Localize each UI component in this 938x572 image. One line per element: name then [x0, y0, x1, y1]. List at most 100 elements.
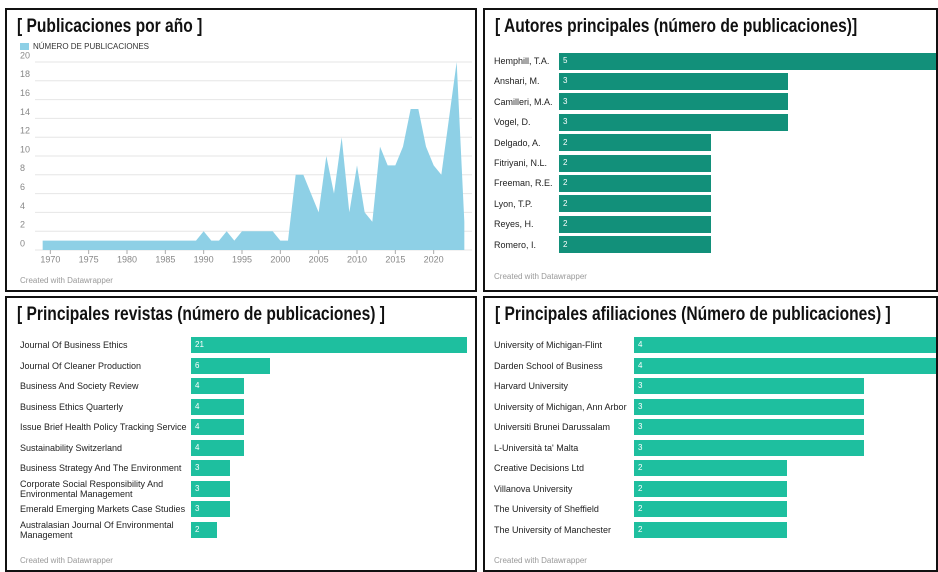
row-label: Universiti Brunei Darussalam	[494, 422, 611, 432]
x-tick-label: 1970	[40, 254, 60, 264]
bar-value: 4	[195, 401, 200, 411]
legend-label: NÚMERO DE PUBLICACIONES	[33, 42, 149, 51]
y-tick-label: 18	[20, 69, 30, 79]
y-tick-label: 10	[20, 144, 30, 154]
bar-value: 2	[563, 178, 568, 188]
bar-value: 5	[563, 56, 568, 65]
bar	[634, 501, 787, 517]
bar-value: 3	[195, 483, 200, 493]
row-label: University of Michigan, Ann Arbor	[494, 401, 627, 412]
bar-value: 3	[195, 463, 200, 472]
bar-value: 2	[563, 158, 568, 167]
bar	[634, 521, 787, 538]
row-label: L-Università ta' Malta	[494, 442, 579, 453]
x-tick-label: 2020	[424, 254, 444, 264]
x-tick-label: 1980	[117, 254, 137, 264]
y-tick-label: 6	[20, 182, 25, 192]
bar	[191, 521, 218, 538]
x-tick-label: 2010	[347, 254, 367, 264]
bar-value: 3	[563, 96, 568, 106]
bar	[634, 378, 864, 394]
bar	[559, 154, 712, 172]
bar	[559, 174, 712, 192]
bar-value: 4	[195, 422, 200, 431]
bar	[559, 113, 788, 131]
row-label: Darden School of Business	[494, 360, 603, 371]
chart-footer: Created with Datawrapper	[20, 556, 113, 565]
bar-value: 3	[195, 504, 200, 513]
x-tick-label: 1985	[155, 254, 175, 264]
row-label: Romero, I.	[494, 239, 537, 250]
bar-value: 3	[563, 117, 568, 127]
row-label: Business Strategy And The Environment	[20, 463, 182, 473]
row-label: Hemphill, T.A.	[494, 56, 550, 66]
bar	[191, 439, 244, 456]
area	[42, 62, 465, 250]
y-tick-label: 16	[20, 88, 30, 98]
row-label: Australasian Journal Of Environmental Ma…	[20, 519, 174, 540]
chart-title: [ Publicaciones por año ]	[17, 16, 203, 37]
bar-value: 2	[638, 504, 643, 513]
row-label: Emerald Emerging Markets Case Studies	[20, 504, 186, 514]
y-tick-label: 0	[20, 238, 25, 248]
row-label: The University of Sheffield	[494, 504, 599, 514]
y-tick-label: 8	[20, 163, 25, 173]
bar	[559, 236, 712, 254]
row-label: Camilleri, M.A.	[494, 96, 553, 107]
bar-value: 2	[195, 524, 200, 534]
bar	[634, 480, 787, 497]
row-label: Fitriyani, N.L.	[494, 158, 548, 168]
bar	[634, 337, 936, 353]
bar	[634, 398, 864, 415]
row-label: Harvard University	[494, 381, 569, 391]
x-tick-label: 1975	[79, 254, 99, 264]
chart-title: [ Principales afiliaciones (Número de pu…	[495, 304, 891, 325]
row-label: Corporate Social Responsibility And Envi…	[20, 478, 164, 499]
panel: [ Autores principales (número de publica…	[483, 8, 938, 292]
bar	[559, 195, 712, 213]
x-tick-label: 1990	[194, 254, 214, 264]
row-label: Reyes, H.	[494, 219, 534, 230]
bar	[191, 480, 231, 497]
bar-value: 2	[563, 219, 568, 229]
chart-title: [ Principales revistas (número de public…	[17, 304, 385, 325]
bar-value: 3	[638, 422, 643, 431]
row-label: Anshari, M.	[494, 76, 540, 87]
panel: [ Publicaciones por año ] Created with Da…	[5, 8, 477, 292]
bar-value: 3	[638, 442, 643, 452]
bar	[559, 215, 712, 233]
bar-value: 2	[563, 137, 568, 147]
bar-value: 2	[638, 463, 643, 472]
chart-title: [ Autores principales (número de publica…	[495, 16, 858, 37]
bar	[191, 378, 244, 394]
panel: [ Principales afiliaciones (Número de pu…	[483, 296, 938, 572]
y-tick-label: 2	[20, 220, 25, 230]
y-tick-label: 14	[20, 107, 30, 117]
legend-swatch	[20, 43, 29, 50]
row-label: University of Michigan-Flint	[494, 340, 603, 350]
bar	[191, 460, 231, 476]
row-label: Journal Of Business Ethics	[20, 340, 128, 350]
row-label: Issue Brief Health Policy Tracking Servi…	[20, 422, 187, 432]
bar	[191, 501, 231, 517]
x-tick-label: 1995	[232, 254, 252, 264]
x-tick-label: 2000	[270, 254, 290, 264]
x-tick-label: 2005	[309, 254, 329, 264]
bar	[634, 460, 787, 476]
bar	[559, 93, 788, 111]
row-label: Business Ethics Quarterly	[20, 401, 124, 412]
bar	[559, 134, 712, 152]
bar-value: 4	[638, 340, 643, 349]
bar	[191, 419, 244, 435]
y-tick-label: 20	[20, 50, 30, 60]
bar-value: 3	[638, 401, 643, 411]
bar-value: 4	[638, 360, 643, 370]
bar	[191, 398, 244, 415]
x-tick-label: 2015	[385, 254, 405, 264]
bar-value: 4	[195, 381, 200, 390]
bar-value: 2	[638, 483, 643, 493]
row-label: Sustainability Switzerland	[20, 442, 123, 453]
row-label: Delgado, A.	[494, 137, 541, 148]
row-label: Freeman, R.E.	[494, 178, 553, 189]
row-label: The University of Manchester	[494, 524, 612, 535]
